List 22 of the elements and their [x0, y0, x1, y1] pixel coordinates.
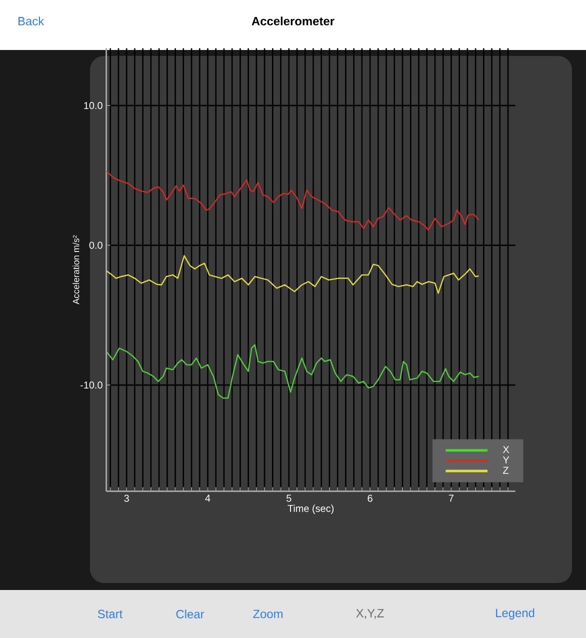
x-tick-label: 5 [286, 494, 292, 502]
x-tick-label: 7 [448, 494, 454, 502]
text: Back [18, 16, 44, 26]
x-tick-label: 3 [124, 494, 129, 502]
x-axis-title: Time (sec) [288, 504, 334, 514]
text: Start [98, 610, 123, 618]
text: Legend [496, 608, 534, 620]
y-tick-label: 0.0 [89, 242, 102, 249]
y-axis-title: Acceleration m/s² [72, 235, 80, 304]
chart-title: Accelerometer [252, 16, 334, 26]
x-tick-label: 4 [205, 494, 210, 502]
text: Zoom [253, 610, 282, 618]
text: X,Y,Z [356, 609, 384, 619]
line-series [106, 344, 480, 399]
y-tick-label: 10.0 [84, 102, 102, 110]
legend-label: Y [502, 456, 510, 464]
legend-label: Z [503, 466, 508, 474]
legend-label: X [502, 446, 510, 454]
y-tick-label: -10.0 [80, 382, 102, 389]
line-series [106, 170, 480, 231]
x-tick-label: 6 [368, 494, 372, 502]
text: Clear [176, 610, 204, 618]
